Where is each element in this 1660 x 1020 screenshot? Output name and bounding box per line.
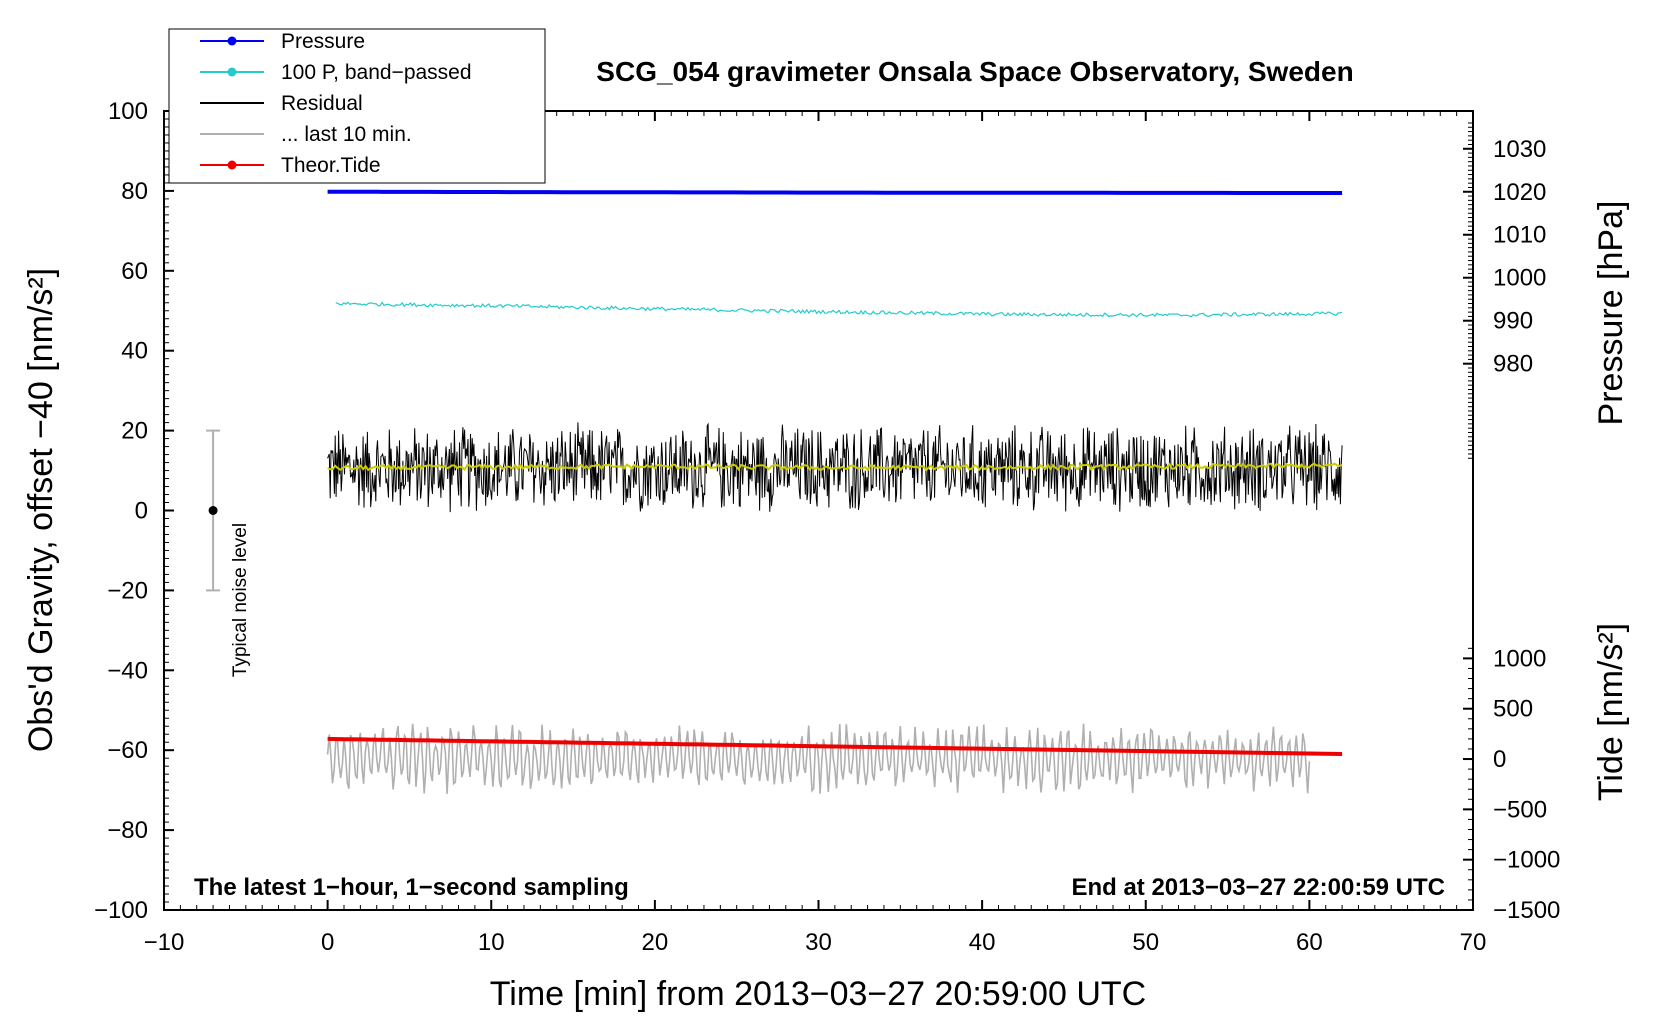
noise-bar-center xyxy=(208,506,218,515)
x-tick-label: 60 xyxy=(1296,929,1323,956)
y-axis-title-left: Obs'd Gravity, offset −40 [nm/s²] xyxy=(22,268,60,752)
series-layer xyxy=(326,189,1343,794)
pressure-tick-label: 1000 xyxy=(1493,265,1546,292)
y-axis-title-tide: Tide [nm/s²] xyxy=(1592,623,1630,801)
legend-marker xyxy=(227,160,237,170)
legend-label: Residual xyxy=(281,92,363,115)
series-last-10-min xyxy=(326,723,1311,794)
series-residual xyxy=(327,422,1343,513)
annotation-end-time: End at 2013−03−27 22:00:59 UTC xyxy=(1071,874,1445,901)
legend-marker xyxy=(227,36,237,46)
x-tick-label: 30 xyxy=(805,929,832,956)
x-axis-title: Time [min] from 2013−03−27 20:59:00 UTC xyxy=(490,975,1146,1013)
tide-tick-label: −500 xyxy=(1493,796,1547,823)
y-tick-label: −100 xyxy=(94,897,148,924)
x-tick-label: 40 xyxy=(969,929,996,956)
y-tick-label: 20 xyxy=(121,418,148,445)
noise-label: Typical noise level xyxy=(230,523,251,677)
y-tick-label: −40 xyxy=(107,657,148,684)
chart-title: SCG_054 gravimeter Onsala Space Observat… xyxy=(596,56,1353,87)
tide-tick-label: 500 xyxy=(1493,696,1533,723)
series-theor-tide xyxy=(327,736,1343,756)
x-tick-label: −10 xyxy=(144,929,185,956)
x-tick-label: 0 xyxy=(321,929,334,956)
legend-marker xyxy=(227,67,237,77)
legend-box xyxy=(168,28,546,184)
tide-tick-label: −1000 xyxy=(1493,847,1560,874)
y-tick-label: −60 xyxy=(107,737,148,764)
y-tick-label: 60 xyxy=(121,258,148,285)
noise-bar: Typical noise level xyxy=(206,429,251,677)
series-band-passed xyxy=(335,301,1343,318)
y-tick-label: 100 xyxy=(108,98,148,125)
y-tick-label: −80 xyxy=(107,817,148,844)
tide-tick-label: 1000 xyxy=(1493,645,1546,672)
legend-label: Theor.Tide xyxy=(281,154,381,177)
series-residual-smoothed xyxy=(327,462,1343,472)
annotation-sampling: The latest 1−hour, 1−second sampling xyxy=(194,874,629,901)
pressure-tick-label: 990 xyxy=(1493,308,1533,335)
pressure-tick-label: 1030 xyxy=(1493,136,1546,163)
y-tick-label: −20 xyxy=(107,577,148,604)
x-tick-label: 50 xyxy=(1132,929,1159,956)
legend-label: 100 P, band−passed xyxy=(281,61,472,84)
y-tick-label: 40 xyxy=(121,338,148,365)
y-axis-title-pressure: Pressure [hPa] xyxy=(1592,201,1630,426)
legend-label: Pressure xyxy=(281,30,365,53)
tide-tick-label: −1500 xyxy=(1493,897,1560,924)
pressure-tick-label: 980 xyxy=(1493,351,1533,378)
pressure-tick-label: 1010 xyxy=(1493,222,1546,249)
series-pressure xyxy=(327,189,1343,195)
plot-frame xyxy=(163,110,1474,911)
x-tick-label: 10 xyxy=(478,929,505,956)
legend: Pressure 100 P, band−passed Residual ... la… xyxy=(168,28,546,184)
tide-tick-label: 0 xyxy=(1493,746,1506,773)
y-tick-label: 80 xyxy=(121,178,148,205)
y-tick-label: 0 xyxy=(135,498,148,525)
x-tick-label: 20 xyxy=(642,929,669,956)
legend-label: ... last 10 min. xyxy=(281,123,412,146)
x-tick-label: 70 xyxy=(1460,929,1487,956)
axes-layer: −10 0 10 20 30 40 50 60 70−100−80−60−40−20020406… xyxy=(94,98,1560,956)
pressure-tick-label: 1020 xyxy=(1493,179,1546,206)
